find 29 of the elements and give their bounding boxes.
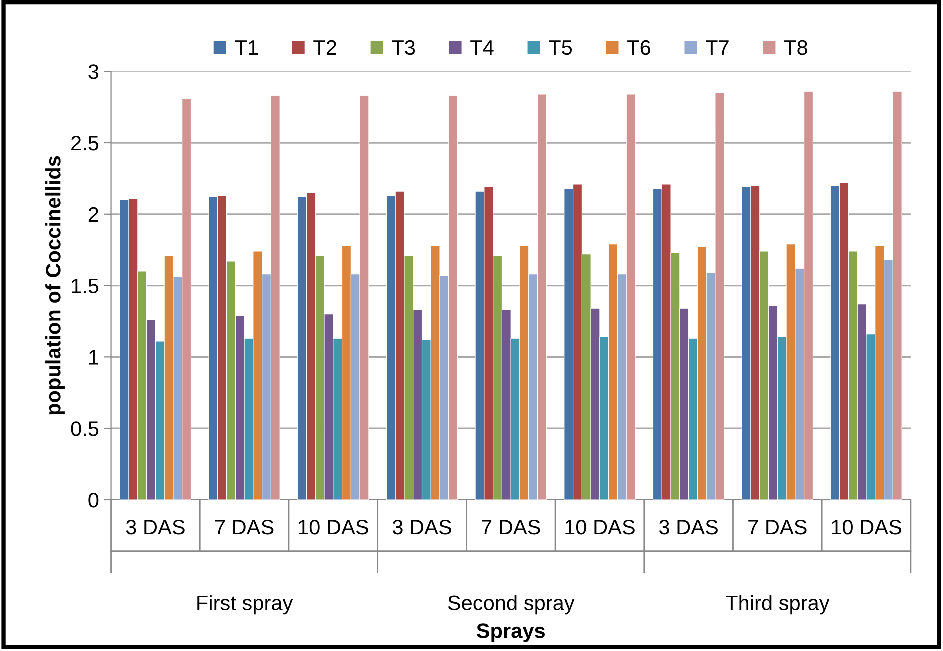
x-tick-label: 7 DAS — [482, 520, 540, 535]
x-tick-label: 3 DAS — [660, 520, 718, 535]
legend-label: T3 — [392, 40, 416, 56]
legend-label: T7 — [706, 40, 729, 55]
x-tick-label: 10 DAS — [566, 520, 635, 535]
x-tick-label: 3 DAS — [392, 520, 452, 535]
text: Second spray — [448, 595, 575, 615]
legend-label: T2 — [314, 40, 336, 55]
legend-label: T1 — [235, 40, 258, 55]
y-axis-title: population of Coccinellids — [46, 156, 65, 415]
text: First spray — [198, 595, 294, 615]
y-tick-label: 1 — [89, 350, 98, 365]
x-axis-title: Sprays — [476, 624, 545, 642]
legend-label: T5 — [549, 40, 572, 56]
x-tick-label: 7 DAS — [216, 520, 274, 535]
legend-label: T8 — [784, 40, 808, 56]
legend-label: T4 — [470, 40, 494, 55]
text: Third spray — [726, 595, 830, 615]
x-tick-label: 3 DAS — [126, 520, 185, 535]
y-tick-label: 2 — [88, 207, 98, 222]
y-tick-label: 3 — [88, 64, 99, 80]
y-tick-label: 2.5 — [72, 136, 99, 151]
x-tick-label: 10 DAS — [832, 520, 902, 535]
x-tick-label: 7 DAS — [748, 520, 807, 535]
y-tick-label: 1.5 — [72, 279, 99, 294]
y-tick-label: 0.5 — [71, 422, 99, 436]
y-tick-label: 0 — [88, 492, 99, 508]
x-tick-label: 10 DAS — [299, 520, 368, 535]
legend-label: T6 — [628, 40, 650, 56]
